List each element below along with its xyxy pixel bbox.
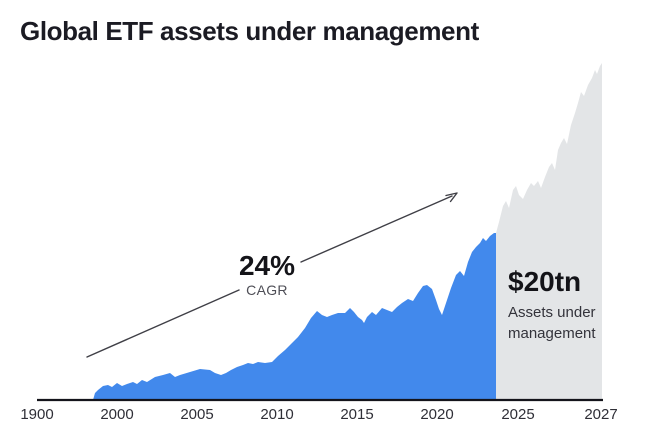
- growth-arrow-segment-2: [300, 195, 453, 263]
- actual-area: [93, 233, 496, 400]
- projection-label-line1: Assets under: [508, 304, 596, 322]
- x-tick-2015: 2015: [340, 406, 374, 423]
- x-axis-tick-labels: 1900 2000 2005 2010 2015 2020 2025 2027: [0, 406, 648, 428]
- cagr-annotation: 24% CAGR: [204, 250, 330, 299]
- projection-label: Assets under management: [508, 302, 628, 344]
- x-tick-2010: 2010: [260, 406, 294, 423]
- chart-title: Global ETF assets under management: [20, 16, 479, 46]
- growth-arrow-head: [445, 192, 458, 203]
- projection-annotation: $20tn Assets under management: [508, 267, 628, 344]
- x-tick-1900: 1900: [20, 406, 54, 423]
- x-tick-2005: 2005: [180, 406, 214, 423]
- x-tick-2025: 2025: [501, 406, 535, 423]
- projection-value: $20tn: [508, 266, 582, 297]
- projected-area: [496, 63, 602, 400]
- cagr-value: 24%: [238, 250, 296, 281]
- x-tick-2020: 2020: [420, 406, 454, 423]
- projection-label-line2: management: [508, 325, 596, 343]
- cagr-label: CAGR: [246, 282, 288, 299]
- x-tick-2027: 2027: [584, 406, 618, 423]
- growth-arrow-segment-1: [86, 289, 240, 358]
- x-tick-2000: 2000: [100, 406, 134, 423]
